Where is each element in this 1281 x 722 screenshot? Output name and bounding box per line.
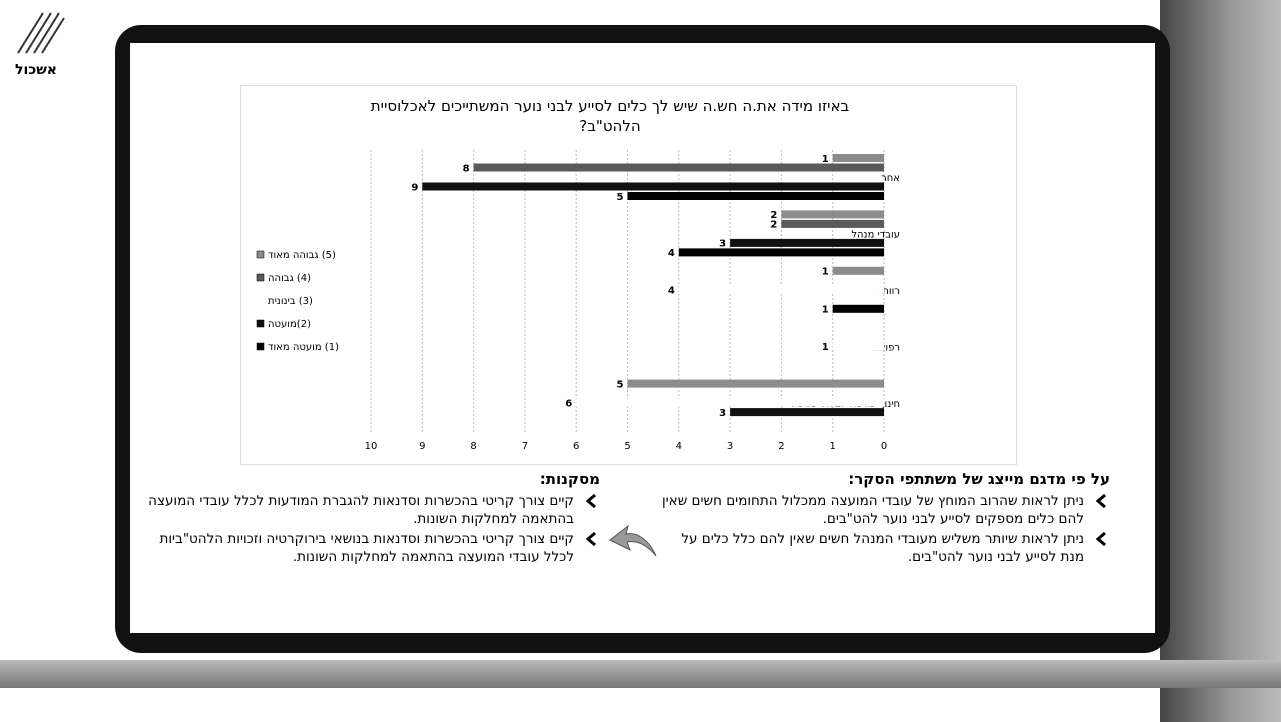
bar [422, 182, 884, 191]
legend-label: (3) בינונית [268, 296, 313, 307]
legend-label: (2)מועטה [268, 319, 311, 330]
findings-title: על פי מדגם מייצג של משתתפי הסקר: [848, 470, 1110, 488]
conclusions: מסקנות: קיים צורך קריטי בהכשרות וסדנאות … [140, 470, 600, 568]
legend-swatch [256, 342, 265, 351]
x-tick-label: 4 [676, 441, 682, 452]
y-tick-label: אחר [881, 173, 900, 184]
findings: על פי מדגם מייצג של משתתפי הסקר: ניתן לר… [660, 470, 1110, 568]
data-label: 6 [565, 398, 572, 409]
bar [576, 398, 884, 407]
data-label: 1 [822, 154, 829, 165]
finding-text: ניתן לראות שיותר משליש מעובדי המנהל חשים… [681, 531, 1084, 565]
bar [832, 342, 884, 351]
data-label: 3 [719, 239, 726, 250]
x-tick-label: 8 [470, 441, 476, 452]
bullet [1095, 532, 1106, 546]
data-label: 1 [822, 267, 829, 278]
logo-text: אשכול [14, 62, 57, 78]
data-label: 5 [617, 379, 624, 390]
x-tick-label: 5 [624, 441, 630, 452]
slide [130, 43, 1155, 633]
bar [730, 408, 884, 417]
bar [627, 379, 884, 388]
y-tick-label: רווחה [876, 286, 900, 297]
bar [678, 285, 884, 294]
data-label: 4 [668, 248, 675, 259]
bar [832, 266, 884, 275]
bullet [1095, 494, 1106, 508]
data-label: 1 [822, 305, 829, 316]
x-tick-label: 9 [419, 441, 425, 452]
conclusions-title: מסקנות: [539, 470, 600, 488]
bar [781, 219, 884, 228]
conclusion: קיים צורך קריטי בהכשרות וסדנאות להגברת ה… [140, 492, 600, 528]
bar [781, 210, 884, 219]
legend-swatch [256, 273, 265, 282]
data-label: 1 [822, 342, 829, 353]
data-label: 4 [668, 286, 675, 297]
data-label: 8 [463, 163, 470, 174]
legend-label: (5) גבוהה מאוד [268, 250, 336, 261]
data-label: 3 [719, 408, 726, 419]
shadow [1160, 0, 1281, 722]
legend-label: (1) מועטה מאוד [268, 342, 339, 353]
bullet [585, 532, 596, 546]
legend-swatch [257, 297, 264, 304]
x-tick-label: 10 [365, 441, 378, 452]
arrow-icon [609, 524, 657, 557]
x-tick-label: 7 [522, 441, 528, 452]
logo-mark [17, 12, 65, 54]
conclusion-text: קיים צורך קריטי בהכשרות וסדנאות בנושאי ב… [159, 531, 574, 565]
data-label: 2 [770, 210, 777, 221]
bar [627, 192, 884, 200]
finding: ניתן לראות שהרוב המוחץ של עובדי המועצה מ… [660, 492, 1110, 528]
bar [473, 163, 884, 172]
y-tick-label: עובדי מנהל [851, 230, 900, 241]
laptop-base [0, 660, 1281, 688]
finding: ניתן לראות שיותר משליש מעובדי המנהל חשים… [660, 530, 1110, 566]
bar [832, 304, 884, 313]
conclusion: קיים צורך קריטי בהכשרות וסדנאות בנושאי ב… [140, 530, 600, 566]
bullet [585, 494, 596, 508]
legend-label: (4) גבוהה [268, 273, 311, 284]
y-tick-label: רפואה [872, 342, 900, 353]
x-tick-label: 2 [778, 441, 784, 452]
logo: אשכול [6, 8, 72, 78]
x-tick-label: 3 [727, 441, 733, 452]
data-label: 2 [770, 220, 777, 231]
legend-swatch [256, 319, 265, 328]
x-tick-label: 0 [881, 441, 887, 452]
x-tick-label: 1 [830, 441, 836, 452]
x-tick-label: 6 [573, 441, 579, 452]
bar [678, 248, 884, 257]
chart-area [240, 85, 1017, 465]
bar [730, 238, 884, 247]
conclusion-text: קיים צורך קריטי בהכשרות וסדנאות להגברת ה… [148, 493, 574, 527]
data-label: 5 [617, 192, 624, 203]
data-label: 9 [411, 182, 418, 193]
finding-text: ניתן לראות שהרוב המוחץ של עובדי המועצה מ… [661, 493, 1084, 527]
legend-swatch [256, 250, 265, 259]
chart-title: באיזו מידה את.ה חש.ה שיש לך כלים לסייע ל… [370, 97, 850, 135]
bar [832, 154, 884, 162]
